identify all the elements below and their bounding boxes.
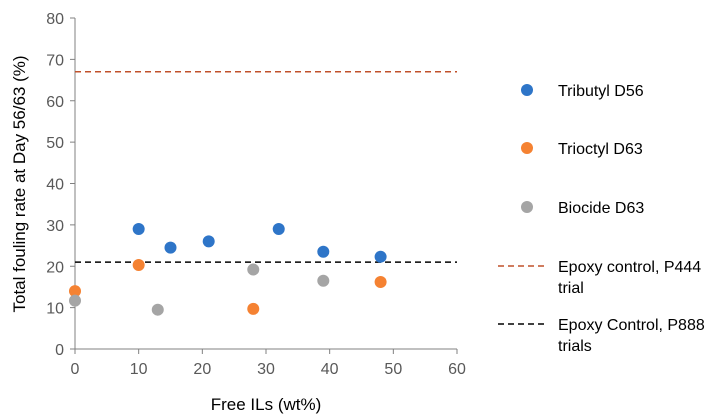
legend-label-epoxy-control-p888-trials: trials — [558, 338, 592, 355]
y-tick-label: 30 — [46, 218, 64, 235]
x-tick-label: 40 — [321, 361, 339, 378]
legend-label-tributyl-d56: Tributyl D56 — [558, 83, 644, 100]
y-tick-label: 50 — [46, 135, 64, 152]
y-tick-label: 60 — [46, 94, 64, 111]
legend-marker-biocide-d63 — [521, 201, 533, 213]
x-tick-label: 50 — [384, 361, 402, 378]
y-tick-label: 80 — [46, 11, 64, 28]
legend-marker-tributyl-d56 — [521, 84, 533, 96]
x-tick-label: 60 — [448, 361, 466, 378]
point-tributyl-d56 — [132, 223, 145, 236]
y-tick-label: 20 — [46, 259, 64, 276]
point-biocide-d63 — [151, 303, 164, 316]
legend-marker-trioctyl-d63 — [521, 142, 533, 154]
x-axis-title: Free ILs (wt%) — [211, 395, 322, 414]
point-tributyl-d56 — [374, 250, 387, 263]
point-trioctyl-d63 — [69, 285, 81, 298]
y-tick-label: 0 — [55, 342, 64, 359]
legend-label-epoxy-control-p444-trial: Epoxy control, P444 — [558, 259, 701, 276]
y-tick-label: 10 — [46, 301, 64, 318]
point-tributyl-d56 — [164, 241, 177, 254]
legend-label-epoxy-control-p888-trials: Epoxy Control, P888 — [558, 317, 705, 334]
y-axis-title: Total fouling rate at Day 56/63 (%) — [10, 55, 29, 312]
plot-area: 0 10 20 30 40 50 60 0 10 20 30 40 50 60 70 80 — [46, 11, 466, 378]
reference-lines — [75, 71, 457, 263]
point-trioctyl-d63 — [132, 259, 145, 272]
x-tick-label: 20 — [193, 361, 211, 378]
legend-label-biocide-d63: Biocide D63 — [558, 200, 644, 217]
x-tick-label: 10 — [130, 361, 148, 378]
point-biocide-d63 — [247, 263, 260, 276]
point-biocide-d63 — [69, 294, 81, 307]
y-tick-label: 40 — [46, 177, 64, 194]
point-trioctyl-d63 — [374, 275, 387, 288]
y-tick-label: 70 — [46, 52, 64, 69]
legend-label-epoxy-control-p444-trial: trial — [558, 280, 584, 297]
x-tick-label: 0 — [71, 361, 80, 378]
point-tributyl-d56 — [272, 223, 285, 236]
point-trioctyl-d63 — [247, 302, 260, 315]
x-ticks: 0 10 20 30 40 50 60 — [71, 349, 466, 378]
point-biocide-d63 — [317, 274, 330, 287]
point-tributyl-d56 — [317, 245, 330, 258]
data-points — [69, 223, 387, 316]
legend: Tributyl D56 Trioctyl D63 Biocide D63 Epoxy… — [498, 83, 705, 355]
legend-label-trioctyl-d63: Trioctyl D63 — [558, 141, 643, 158]
point-tributyl-d56 — [202, 235, 215, 248]
x-tick-label: 30 — [257, 361, 275, 378]
y-ticks: 0 10 20 30 40 50 60 70 80 — [46, 11, 75, 359]
